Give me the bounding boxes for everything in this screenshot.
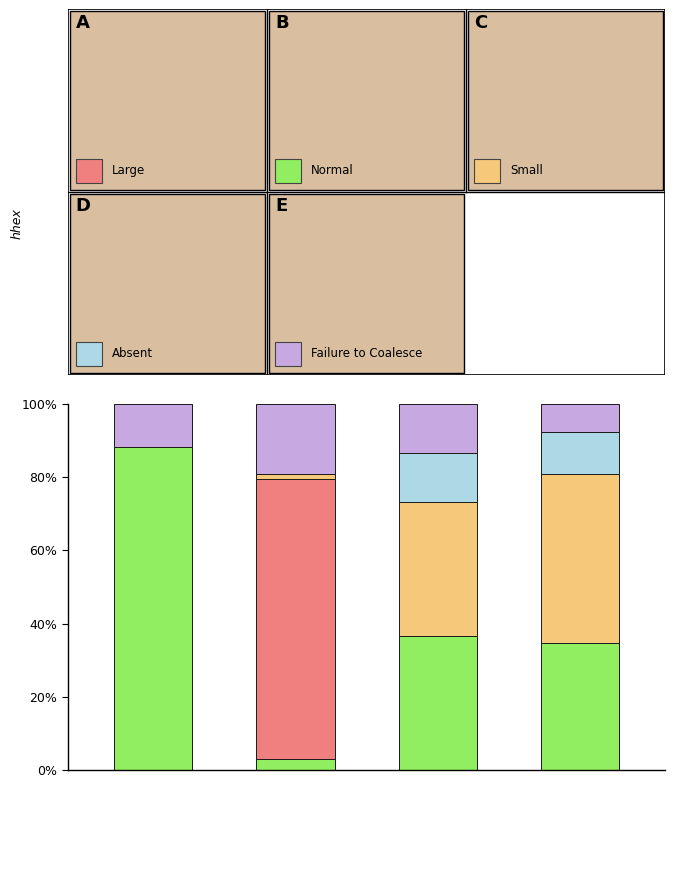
FancyBboxPatch shape (76, 342, 102, 366)
Text: Large: Large (112, 164, 145, 178)
FancyBboxPatch shape (269, 193, 464, 373)
FancyBboxPatch shape (474, 158, 500, 183)
Bar (541, 643, 619, 770)
Bar (541, 404, 619, 432)
Bar (257, 760, 335, 770)
FancyBboxPatch shape (269, 10, 464, 190)
Text: Normal: Normal (311, 164, 354, 178)
FancyBboxPatch shape (70, 193, 265, 373)
Text: Failure to Coalesce: Failure to Coalesce (311, 347, 422, 360)
Bar (257, 404, 335, 474)
Bar (541, 474, 619, 643)
Text: A: A (76, 14, 90, 32)
Bar (399, 452, 477, 501)
FancyBboxPatch shape (469, 10, 663, 190)
Text: Absent: Absent (112, 347, 153, 360)
Text: Small: Small (510, 164, 543, 178)
Text: C: C (474, 14, 488, 32)
Bar (257, 480, 335, 760)
Bar (114, 447, 192, 770)
Text: D: D (76, 197, 91, 215)
Bar (399, 404, 477, 452)
FancyBboxPatch shape (70, 10, 265, 190)
Bar (399, 636, 477, 770)
Text: hhex: hhex (10, 207, 24, 239)
Bar (399, 501, 477, 636)
FancyBboxPatch shape (76, 158, 102, 183)
Bar (257, 474, 335, 480)
Text: E: E (275, 197, 287, 215)
FancyBboxPatch shape (275, 158, 301, 183)
Bar (541, 432, 619, 474)
Bar (114, 404, 192, 447)
Text: B: B (275, 14, 289, 32)
FancyBboxPatch shape (275, 342, 301, 366)
